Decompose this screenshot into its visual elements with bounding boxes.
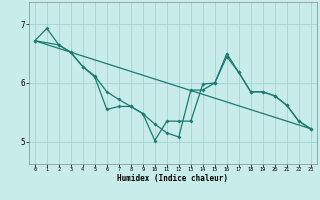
X-axis label: Humidex (Indice chaleur): Humidex (Indice chaleur) bbox=[117, 174, 228, 183]
